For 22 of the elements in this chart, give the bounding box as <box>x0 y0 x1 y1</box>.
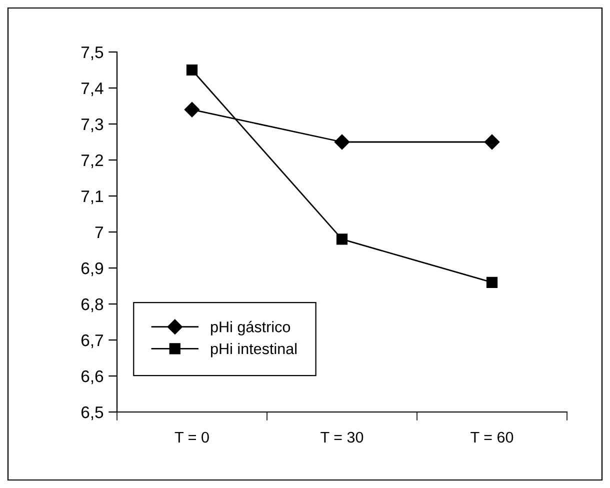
point <box>336 234 348 245</box>
y-tick-label: 6,6 <box>81 370 104 384</box>
x-tick-label: T = 60 <box>470 432 514 443</box>
y-tick-label: 7,2 <box>81 154 103 168</box>
y-tick-label: 7 <box>95 226 103 238</box>
y-tick-label: 6,7 <box>81 334 103 348</box>
point <box>184 102 200 118</box>
y-tick-label: 7,4 <box>81 82 104 96</box>
y-tick-label: 7,5 <box>81 46 104 60</box>
x-tick-label: T = 0 <box>174 432 209 443</box>
y-tick-label: 7,1 <box>81 190 103 204</box>
point <box>486 276 498 288</box>
y-tick-label: 6,8 <box>81 298 104 312</box>
point <box>484 134 500 150</box>
y-tick-label: 7,3 <box>81 118 104 132</box>
legend-label: pHi intestinal <box>211 342 296 358</box>
legend-label: pHi gástrico <box>211 320 290 336</box>
x-tick-label: T = 30 <box>320 432 364 443</box>
y-tick-label: 6,5 <box>81 406 104 420</box>
y-tick-label: 6,9 <box>81 262 104 276</box>
point <box>334 134 350 150</box>
point <box>186 64 198 76</box>
